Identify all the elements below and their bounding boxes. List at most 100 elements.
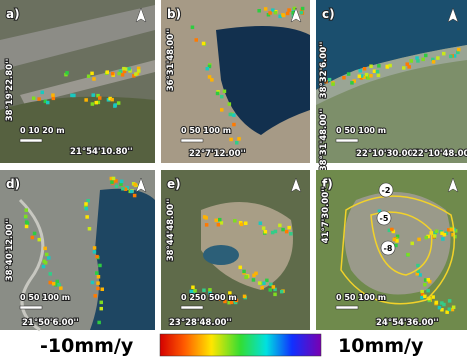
measurement-point xyxy=(220,221,224,225)
measurement-point xyxy=(85,215,89,219)
measurement-point xyxy=(91,281,95,285)
measurement-point xyxy=(229,113,233,117)
measurement-point xyxy=(443,233,447,237)
measurement-point xyxy=(223,90,227,94)
measurement-point xyxy=(377,64,381,68)
measurement-point xyxy=(204,216,208,220)
scale-bar xyxy=(181,139,203,142)
measurement-point xyxy=(257,9,261,13)
measurement-point xyxy=(416,264,420,268)
measurement-point xyxy=(106,70,110,74)
measurement-point xyxy=(112,177,116,181)
measurement-point xyxy=(393,238,397,242)
measurement-point xyxy=(442,52,446,56)
measurement-point xyxy=(402,66,406,70)
measurement-point xyxy=(273,293,277,297)
measurement-point xyxy=(358,75,362,79)
measurement-point xyxy=(233,219,237,223)
latitude-label: 38°32'6.00'' xyxy=(319,42,329,99)
measurement-point xyxy=(427,278,431,282)
measurement-point xyxy=(423,295,427,299)
measurement-point xyxy=(92,93,96,97)
measurement-point xyxy=(33,232,37,236)
measurement-point xyxy=(438,306,442,310)
measurement-point xyxy=(262,282,266,286)
longitude-label: 22°10'48.00'' xyxy=(412,149,467,159)
measurement-point xyxy=(448,308,452,312)
measurement-point xyxy=(281,13,285,17)
measurement-point xyxy=(272,285,276,289)
longitude-label: 21°50'6.00'' xyxy=(22,318,79,328)
measurement-point xyxy=(52,97,56,101)
scale-label: 0 10 20 m xyxy=(20,126,65,135)
measurement-point xyxy=(432,60,436,64)
measurement-point xyxy=(260,286,264,290)
measurement-point xyxy=(205,223,209,227)
panel-label: a) xyxy=(6,7,20,21)
measurement-point xyxy=(111,72,115,76)
measurement-point xyxy=(407,65,411,69)
measurement-point xyxy=(122,67,126,71)
measurement-point xyxy=(274,11,278,15)
measurement-point xyxy=(41,91,45,95)
measurement-point xyxy=(137,69,141,73)
measurement-point xyxy=(43,260,47,264)
measurement-point xyxy=(134,72,138,76)
measurement-point xyxy=(210,78,214,82)
measurement-point xyxy=(240,223,244,227)
measurement-point xyxy=(363,67,367,71)
measurement-point xyxy=(117,72,121,76)
measurement-point xyxy=(32,97,36,101)
measurement-point xyxy=(300,11,304,15)
measurement-point xyxy=(96,281,100,285)
latitude-label: 38°31'48.00'' xyxy=(319,109,329,172)
measurement-point xyxy=(411,242,415,246)
panel: b)36°31'48.00''22°7'12.00''0 50 100 m xyxy=(161,0,310,163)
measurement-point xyxy=(373,70,377,74)
panel: d)38°40'12.00''21°50'6.00''0 50 100 m xyxy=(0,170,155,330)
measurement-point xyxy=(49,281,53,285)
measurement-point xyxy=(431,295,435,299)
measurement-point xyxy=(406,253,410,257)
measurement-point xyxy=(120,180,124,184)
measurement-point xyxy=(281,228,285,232)
measurement-point xyxy=(436,56,440,60)
measurement-point xyxy=(113,104,117,108)
measurement-point xyxy=(94,294,98,298)
latitude-label: 38°19'22.80'' xyxy=(5,59,15,122)
measurement-point xyxy=(342,76,346,80)
measurement-point xyxy=(425,236,429,240)
measurement-point xyxy=(435,301,439,305)
scale-label: 0 50 100 m xyxy=(20,293,70,302)
measurement-point xyxy=(242,270,246,274)
scale-label: 0 50 100 m xyxy=(336,126,386,135)
measurement-point xyxy=(202,42,206,46)
measurement-point xyxy=(206,67,210,71)
longitude-label: 23°28'48.00'' xyxy=(169,318,232,328)
measurement-point xyxy=(110,180,114,184)
measurement-point xyxy=(127,67,130,71)
measurement-point xyxy=(57,283,61,287)
measurement-point xyxy=(218,218,222,222)
measurement-point xyxy=(280,290,284,294)
measurement-point xyxy=(450,228,454,232)
measurement-point xyxy=(278,224,282,228)
scale-bar xyxy=(181,306,203,309)
measurement-point xyxy=(86,199,90,203)
measurement-point xyxy=(286,12,290,16)
measurement-point xyxy=(88,227,92,231)
measurement-point xyxy=(448,299,452,303)
scale-label: 0 50 100 m xyxy=(336,293,386,302)
colorbar-max-label: 10mm/y xyxy=(338,335,424,357)
measurement-point xyxy=(217,223,221,227)
measurement-point xyxy=(435,230,439,234)
measurement-point xyxy=(100,307,104,311)
measurement-point xyxy=(25,220,29,224)
measurement-point xyxy=(410,59,414,63)
measurement-point xyxy=(133,183,137,187)
measurement-point xyxy=(232,113,236,117)
measurement-point xyxy=(65,71,69,75)
measurement-point xyxy=(59,286,63,290)
measurement-point xyxy=(420,290,424,294)
measurement-point xyxy=(130,190,134,194)
